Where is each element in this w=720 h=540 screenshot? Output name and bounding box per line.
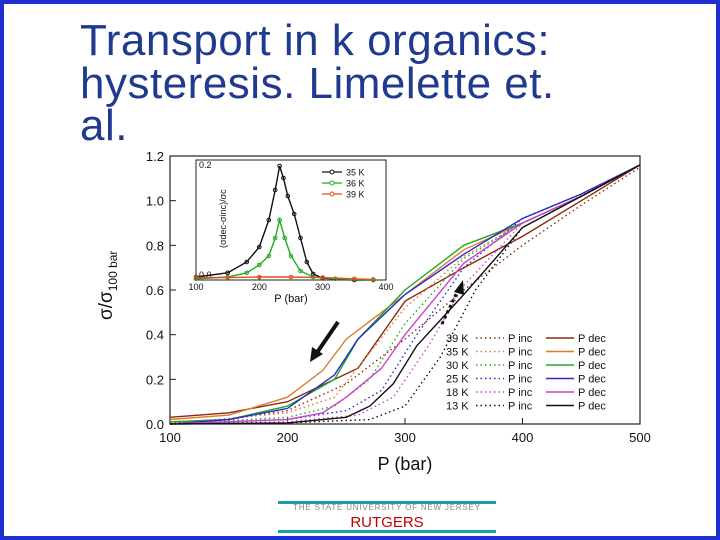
inset-legend-label: 35 K [346,168,365,178]
inset-data-point [272,187,278,193]
legend-inc-label: P inc [508,360,533,372]
inset-data-point [371,277,376,282]
inset-legend-marker [329,169,335,175]
inset-data-point [320,275,325,280]
inset-data-point [244,270,249,276]
pressure-decrease-arrow [314,320,340,356]
inset-series-line-39K [196,276,374,281]
y-tick-label: 1.2 [146,149,164,164]
legend-dec-label: P dec [578,347,606,359]
title-line-2: hysteresis. Limelette et. [80,58,555,108]
footer-top-line [278,501,496,504]
legend-dec-label: P dec [578,374,606,386]
inset-data-point [298,268,303,274]
slide-title: Transport in k organics: hysteresis. Lim… [80,16,680,151]
inset-data-point [257,274,262,280]
inset-x-tick-label: 300 [315,282,330,292]
title-line-1: Transport in k organics: [80,16,551,65]
inset-x-tick-label: 400 [378,282,393,292]
legend-series-name: 13 K [446,401,469,413]
y-axis-label-sub: 100 bar [106,251,120,292]
x-tick-label: 100 [159,430,181,445]
inset-data-point [304,259,310,265]
inset-data-point [310,271,316,277]
x-tick-label: 300 [394,430,416,445]
x-axis-label: P (bar) [378,454,433,474]
main-chart: 0.0 0.2 0.4 0.6 0.8 1.0 1.2 100 200 300 400 500 P (b… [96,149,651,474]
title-line-3: al. [80,101,128,151]
inset-legend-label: 36 K [346,179,365,189]
pressure-increase-arrowhead [454,280,464,295]
inset-x-tick-label: 200 [252,282,267,292]
x-tick-label: 500 [629,430,651,445]
y-tick-label: 0.4 [146,328,164,343]
y-tick-label: 0.0 [146,417,164,432]
inset-data-point [288,274,294,280]
inset-data-point [282,235,287,241]
legend-dec-label: P dec [578,387,606,399]
legend-inc-label: P inc [508,401,533,413]
inset-data-point [291,211,297,217]
y-tick-label: 0.6 [146,283,164,298]
inset-legend-label: 39 K [346,190,365,200]
y-tick-label: 0.8 [146,238,164,253]
x-tick-label: 200 [277,430,299,445]
y-axis-label-main: σ/σ [96,291,117,320]
inset-data-point [257,262,262,268]
legend-series-name: 18 K [446,387,469,399]
inset-y-tick-label: 0.2 [199,160,212,170]
legend-dec-label: P dec [578,333,606,345]
inset-plot-area [195,159,387,281]
inset-data-point [225,270,230,276]
inset-data-point [244,259,249,265]
legend-inc-label: P inc [508,387,533,399]
series-line-inc-25K [169,164,641,425]
pressure-increase-arrow [440,289,460,325]
inset-data-point [266,217,272,223]
inset-data-point [257,244,262,250]
y-axis-label: σ/σ100 bar [96,251,120,320]
rutgers-logo-text: RUTGERS [350,514,424,531]
inset-data-point [277,217,282,223]
x-tick-label: 400 [512,430,534,445]
legend-inc-label: P inc [508,333,533,345]
legend-dec-label: P dec [578,401,606,413]
legend-series-name: 30 K [446,360,469,372]
legend-series-name: 35 K [446,347,469,359]
inset-data-point [288,253,294,259]
legend-inc-label: P inc [508,347,533,359]
series-line-dec-25K [169,164,641,425]
series-line-dec-13K [169,164,641,425]
inset-data-point [277,163,282,169]
inset-x-axis-label: P (bar) [274,293,307,305]
legend-series-name: 25 K [446,374,469,386]
footer-bottom-line [278,530,496,533]
inset-y-tick-label: 0.0 [199,270,212,280]
inset-data-point [266,253,272,259]
inset-data-point [352,276,357,282]
legend-dec-label: P dec [578,360,606,372]
inset-y-axis-label: (σdec-σinc)/σc [218,189,228,248]
y-tick-label: 0.2 [146,372,164,387]
inset-data-point [225,275,230,280]
series-line-dec-18K [169,164,641,425]
legend-series-name: 39 K [446,333,469,345]
series-line-inc-39K [169,166,641,424]
inset-x-tick-label: 100 [188,282,203,292]
inset-legend-marker [329,180,335,186]
inset-data-point [272,235,278,241]
inset-data-point [281,175,286,181]
y-tick-label: 1.0 [146,194,164,209]
inset-series-line-35K [195,165,374,281]
pressure-decrease-arrowhead [310,347,323,362]
inset-legend-marker [329,191,335,197]
legend-inc-label: P inc [508,374,533,386]
inset-data-point [193,275,199,280]
inset-data-point [285,193,291,199]
university-name: THE STATE UNIVERSITY OF NEW JERSEY [293,503,481,512]
inset-data-point [298,235,303,241]
